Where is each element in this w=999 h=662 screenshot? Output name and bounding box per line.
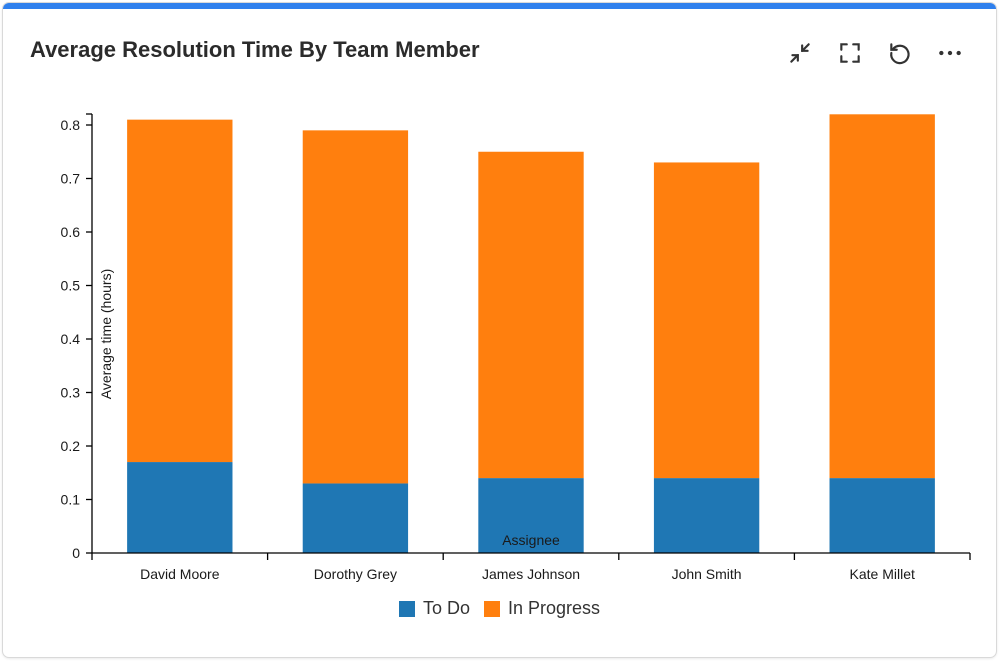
refresh-button[interactable]: [882, 35, 918, 71]
bar-in-progress-4: [829, 114, 935, 479]
x-tick-label-0: David Moore: [140, 566, 220, 582]
legend-label: In Progress: [507, 598, 601, 618]
refresh-icon: [890, 43, 910, 65]
bar-in-progress-0: [127, 119, 233, 463]
legend-item-todo[interactable]: To Do: [398, 598, 470, 619]
y-tick-label-1: 0.1: [61, 492, 81, 508]
bar-in-progress-3: [653, 162, 760, 479]
card-accent-bar: [3, 3, 996, 9]
more-icon: [939, 50, 961, 56]
legend-swatch: [483, 600, 500, 617]
y-tick-label-4: 0.4: [61, 331, 81, 347]
fullscreen-icon: [840, 43, 860, 63]
x-tick-label-4: Kate Millet: [850, 566, 915, 582]
y-tick-label-5: 0.5: [61, 278, 81, 294]
more-options-button[interactable]: [932, 35, 968, 71]
card-toolbar: [782, 35, 968, 71]
chart-title: Average Resolution Time By Team Member: [30, 37, 480, 62]
x-tick-label-1: Dorothy Grey: [314, 566, 397, 582]
y-tick-label-0: 0: [72, 545, 80, 561]
legend-swatch: [398, 600, 415, 617]
chart-legend: To Do In Progress: [0, 598, 999, 619]
x-tick-label-2: James Johnson: [482, 566, 580, 582]
bar-todo-3: [653, 478, 760, 553]
fullscreen-button[interactable]: [832, 35, 868, 71]
bar-todo-0: [127, 462, 233, 553]
y-tick-label-2: 0.2: [61, 438, 81, 454]
bar-todo-1: [302, 483, 409, 553]
collapse-button[interactable]: [782, 35, 818, 71]
y-axis-title: Average time (hours): [98, 269, 114, 399]
bar-todo-4: [829, 478, 935, 553]
x-axis-title: Assignee: [502, 532, 560, 548]
collapse-icon: [790, 43, 810, 63]
y-tick-label-8: 0.8: [61, 117, 81, 133]
y-tick-label-3: 0.3: [61, 385, 81, 401]
bar-in-progress-2: [478, 151, 584, 479]
legend-label: To Do: [422, 598, 470, 618]
bar-in-progress-1: [302, 130, 409, 484]
y-tick-label-6: 0.6: [61, 224, 81, 240]
bar-todo-2: [478, 478, 584, 553]
x-tick-label-3: John Smith: [672, 566, 742, 582]
legend-item-in-progress[interactable]: In Progress: [483, 598, 601, 619]
y-tick-label-7: 0.7: [61, 171, 81, 187]
